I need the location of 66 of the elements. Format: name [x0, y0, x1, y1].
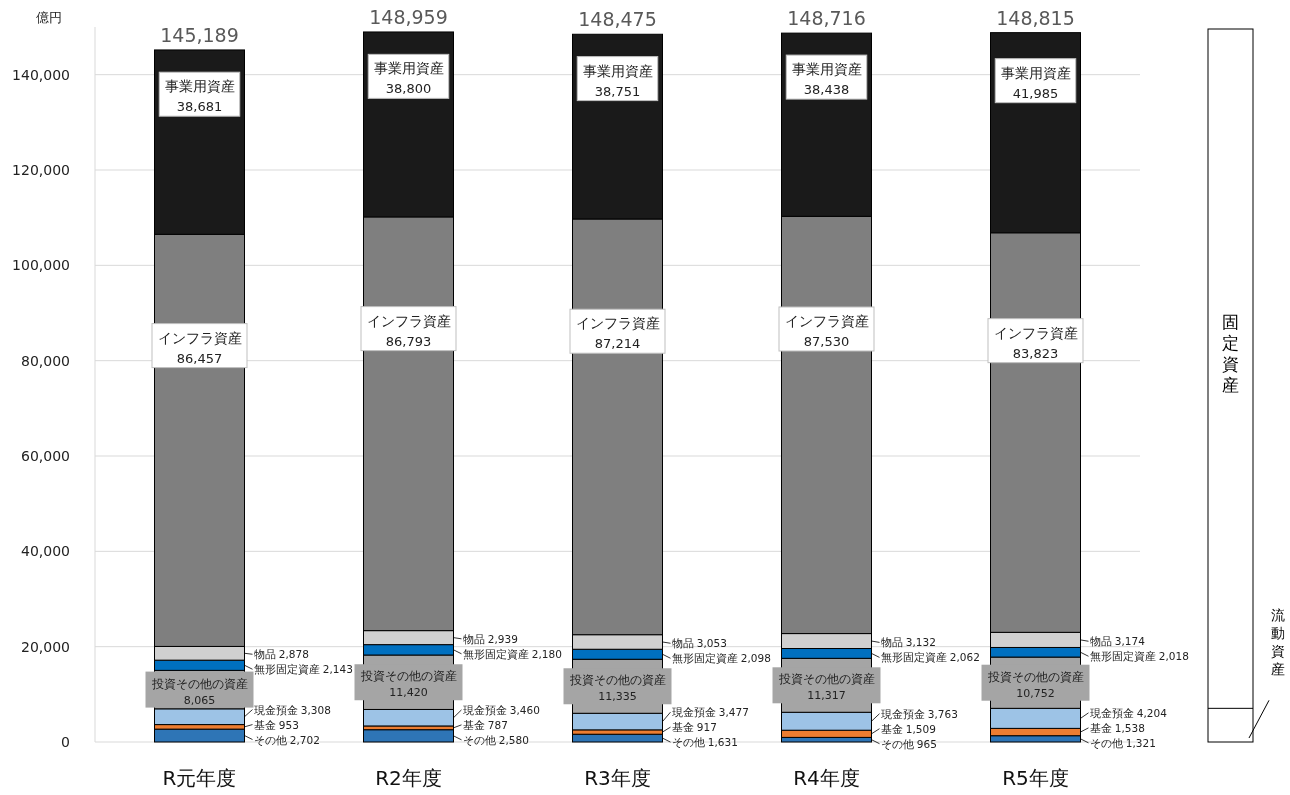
series-label: インフラ資産 [157, 329, 242, 346]
data-label: 38,681 [176, 99, 223, 115]
data-label: 87,530 [803, 333, 850, 349]
x-tick-label: R元年度 [162, 766, 237, 790]
text: 無形固定資産 2,098 [671, 652, 771, 665]
y-tick-label: 40,000 [21, 543, 70, 560]
data-label: 83,823 [1012, 345, 1059, 361]
data-label: 86,457 [176, 350, 223, 366]
y-tick-label: 100,000 [12, 257, 70, 274]
x-tick-label: R5年度 [1002, 766, 1069, 790]
x-tick-label: R2年度 [375, 766, 442, 790]
text: 固定資産 [1222, 311, 1239, 395]
text: 流動資産 [1271, 607, 1285, 678]
text: インフラ資産 [993, 324, 1078, 341]
total-label: 148,815 [996, 6, 1075, 29]
text: インフラ資産 [366, 312, 451, 329]
data-label: 38,438 [803, 82, 850, 98]
text: 無形固定資産 2,143 [253, 663, 353, 676]
text: 現金預金 3,308 [253, 703, 331, 716]
data-label: 38,751 [594, 83, 641, 99]
text: 現金預金 4,204 [1089, 706, 1167, 719]
text: 無形固定資産 2,018 [1089, 650, 1189, 663]
x-tick-label: R3年度 [584, 766, 651, 790]
text: 事業用資産 [373, 60, 444, 77]
data-label: 87,214 [594, 336, 641, 352]
y-tick-label: 0 [61, 734, 70, 750]
y-tick-label: 120,000 [12, 162, 70, 178]
text: 基金 1,509 [880, 722, 936, 735]
text: 物品 3,174 [1089, 635, 1145, 648]
series-label: 事業用資産 [164, 78, 235, 95]
text: 無形固定資産 2,062 [880, 651, 980, 664]
text: 物品 2,939 [462, 632, 518, 645]
text: その他 2,580 [462, 733, 529, 746]
text: 無形固定資産 2,180 [462, 647, 562, 660]
y-tick-label: 60,000 [21, 448, 70, 464]
text: 基金 917 [671, 721, 717, 734]
y-tick-label: 80,000 [21, 352, 70, 369]
text: その他 965 [880, 737, 937, 750]
y-tick-label: 140,000 [12, 66, 70, 83]
text: インフラ資産 [784, 312, 869, 329]
text: 現金預金 3,763 [880, 707, 958, 720]
text: 事業用資産 [791, 61, 862, 78]
text: 現金預金 3,477 [671, 706, 749, 719]
text: 現金預金 3,460 [462, 703, 540, 716]
text: インフラ資産 [575, 315, 660, 332]
text: 物品 2,878 [253, 648, 309, 661]
y-axis-title: 億円 [36, 10, 62, 25]
total-label: 145,189 [160, 23, 239, 46]
data-label: 38,800 [385, 81, 432, 97]
text: 基金 1,538 [1089, 721, 1145, 734]
total-label: 148,716 [787, 7, 866, 30]
text: その他 1,321 [1089, 736, 1156, 749]
y-tick-label: 20,000 [21, 638, 70, 655]
text: その他 2,702 [253, 733, 320, 746]
text: 基金 787 [462, 718, 508, 731]
text: 物品 3,132 [880, 636, 936, 649]
x-tick-label: R4年度 [793, 766, 860, 790]
data-label: 86,793 [385, 333, 432, 349]
data-label: 41,985 [1012, 85, 1059, 101]
total-label: 148,959 [369, 5, 448, 28]
text: 事業用資産 [1000, 64, 1071, 81]
total-label: 148,475 [578, 8, 657, 31]
text: 基金 953 [253, 718, 299, 731]
text: 事業用資産 [582, 62, 653, 79]
text: 物品 3,053 [671, 637, 727, 650]
text: その他 1,631 [671, 736, 738, 749]
